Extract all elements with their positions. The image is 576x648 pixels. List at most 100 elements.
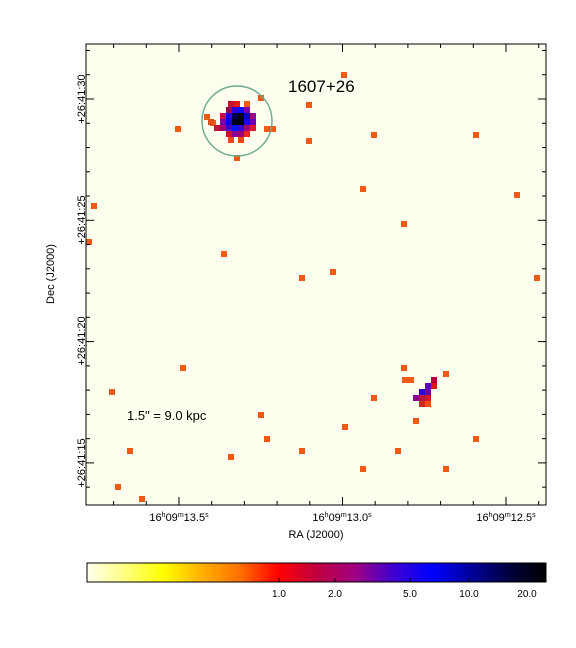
pixel (514, 192, 520, 198)
image-panel (85, 43, 547, 506)
pixel (228, 101, 234, 107)
pixel (431, 377, 437, 383)
pixel (244, 131, 250, 137)
y-tick-label: +26:41:20 (76, 316, 88, 365)
pixel (238, 107, 244, 113)
colorbar (86, 562, 547, 583)
source-ring (201, 85, 273, 157)
pixel (220, 119, 226, 125)
pixel (431, 383, 437, 389)
pixel (264, 436, 270, 442)
pixel (238, 131, 244, 137)
pixel (180, 365, 186, 371)
scale-bar-label: 1.5" = 9.0 kpc (127, 408, 207, 423)
pixel (408, 377, 414, 383)
pixel (342, 424, 348, 430)
axis-ticks (86, 44, 546, 505)
pixel (250, 113, 256, 119)
pixel (204, 114, 210, 120)
pixel (127, 448, 133, 454)
pixel (401, 221, 407, 227)
pixel (238, 125, 244, 131)
y-tick-label: +26:41:30 (76, 74, 88, 123)
pixel (425, 389, 431, 395)
colorbar-tick-label: 10.0 (459, 589, 479, 600)
target-name: 1607+26 (288, 77, 355, 96)
pixel (232, 113, 238, 119)
pixel (109, 389, 115, 395)
pixel (226, 131, 232, 137)
pixel (226, 113, 232, 119)
pixel (341, 72, 347, 78)
pixel (234, 101, 240, 107)
pixel (232, 107, 238, 113)
pixel (419, 389, 425, 395)
pixel (238, 113, 244, 119)
pixel (306, 102, 312, 108)
pixel (244, 119, 250, 125)
pixel (395, 448, 401, 454)
pixel (330, 269, 336, 275)
pixel (139, 496, 145, 502)
pixel (258, 95, 264, 101)
x-tick-label: 16h09m13.0s (312, 512, 372, 524)
pixel (228, 454, 234, 460)
y-tick-label: +26:41:15 (76, 438, 88, 487)
pixel (220, 113, 226, 119)
x-tick-label: 16h09m12.5s (476, 512, 536, 524)
pixel (226, 125, 232, 131)
pixel (214, 125, 220, 131)
pixel (228, 137, 234, 143)
pixel (473, 132, 479, 138)
pixel (221, 251, 227, 257)
pixel (534, 275, 540, 281)
colorbar-tick-label: 20.0 (517, 589, 537, 600)
pixel (425, 383, 431, 389)
pixel (244, 125, 250, 131)
pixel (232, 125, 238, 131)
pixel (425, 401, 431, 407)
colorbar-tick-label: 1.0 (272, 589, 286, 600)
pixel (299, 275, 305, 281)
pixel (443, 466, 449, 472)
pixel (270, 126, 276, 132)
pixel (360, 466, 366, 472)
pixel (443, 371, 449, 377)
pixel (234, 155, 240, 161)
pixel (91, 203, 97, 209)
pixel (220, 125, 226, 131)
pixel (244, 101, 250, 107)
pixel (175, 126, 181, 132)
pixel (419, 401, 425, 407)
pixel (244, 107, 250, 113)
x-axis-label: RA (J2000) (288, 529, 343, 541)
y-axis-label: Dec (J2000) (45, 244, 57, 304)
x-tick-label: 16h09m13.5s (149, 512, 209, 524)
image-background (85, 43, 547, 506)
pixel (371, 132, 377, 138)
pixel (413, 395, 419, 401)
pixel (244, 113, 250, 119)
pixel (258, 412, 264, 418)
pixel (425, 395, 431, 401)
pixel (250, 125, 256, 131)
pixel (413, 418, 419, 424)
colorbar-tick-label: 2.0 (328, 589, 342, 600)
pixel (419, 395, 425, 401)
pixel (402, 377, 408, 383)
pixel (238, 119, 244, 125)
pixel (360, 186, 366, 192)
colorbar-tick-label: 5.0 (403, 589, 417, 600)
y-tick-label: +26:41:25 (76, 195, 88, 244)
pixel (473, 436, 479, 442)
pixel (250, 119, 256, 125)
pixel (226, 107, 232, 113)
colorbar-ticks (278, 578, 528, 582)
pixel (226, 119, 232, 125)
pixel (115, 484, 121, 490)
pixel (208, 119, 214, 125)
pixel (232, 119, 238, 125)
pixel (86, 239, 92, 245)
pixel (401, 365, 407, 371)
